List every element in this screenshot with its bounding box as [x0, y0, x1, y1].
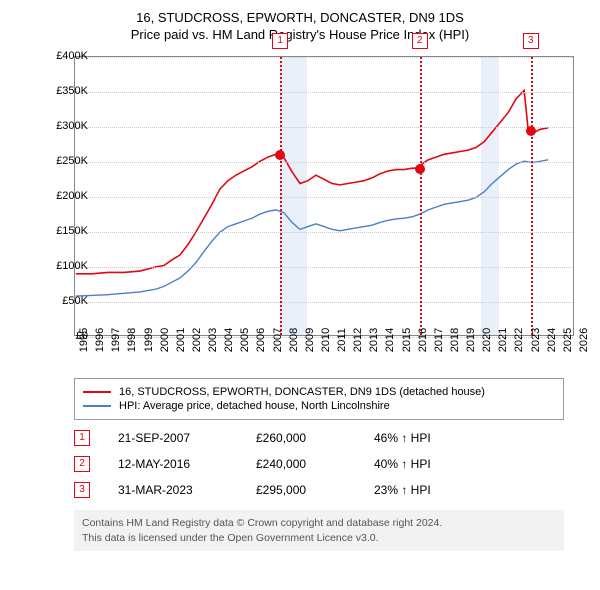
plot-inner: 123 [74, 56, 574, 336]
transaction-date: 21-SEP-2007 [118, 431, 228, 445]
x-axis-label: 2012 [352, 328, 364, 352]
plot-area: 123 £0£50K£100K£150K£200K£250K£300K£350K… [32, 50, 592, 370]
x-axis-label: 2011 [336, 328, 348, 352]
transaction-marker-box: 2 [412, 33, 428, 49]
x-axis-label: 2024 [546, 328, 558, 352]
y-axis-label: £350K [56, 85, 88, 97]
x-axis-label: 2019 [465, 328, 477, 352]
legend: 16, STUDCROSS, EPWORTH, DONCASTER, DN9 1… [74, 378, 564, 420]
transaction-delta: 23% ↑ HPI [374, 483, 431, 497]
transaction-marker-dot [526, 126, 536, 136]
x-axis-label: 2005 [239, 328, 251, 352]
x-axis-label: 2023 [530, 328, 542, 352]
transaction-price: £295,000 [256, 483, 346, 497]
chart-container: 16, STUDCROSS, EPWORTH, DONCASTER, DN9 1… [8, 10, 592, 551]
x-axis-label: 2018 [449, 328, 461, 352]
legend-item: 16, STUDCROSS, EPWORTH, DONCASTER, DN9 1… [83, 386, 555, 398]
y-axis-label: £400K [56, 50, 88, 62]
x-axis-label: 2002 [191, 328, 203, 352]
transaction-number-box: 1 [74, 430, 90, 446]
legend-swatch [83, 405, 111, 407]
y-axis-label: £100K [56, 260, 88, 272]
transaction-marker-box: 1 [272, 33, 288, 49]
transaction-price: £240,000 [256, 457, 346, 471]
x-axis-label: 1997 [110, 328, 122, 352]
x-axis-label: 2013 [368, 328, 380, 352]
x-axis-label: 2008 [288, 328, 300, 352]
y-axis-label: £250K [56, 155, 88, 167]
transaction-number-box: 2 [74, 456, 90, 472]
y-axis-label: £200K [56, 190, 88, 202]
legend-label: 16, STUDCROSS, EPWORTH, DONCASTER, DN9 1… [119, 386, 485, 398]
x-axis-label: 2000 [159, 328, 171, 352]
x-axis-label: 2006 [255, 328, 267, 352]
transaction-row: 2 12-MAY-2016 £240,000 40% ↑ HPI [74, 456, 564, 472]
footer-line: Contains HM Land Registry data © Crown c… [82, 516, 556, 531]
x-axis-label: 2001 [175, 328, 187, 352]
transaction-date: 12-MAY-2016 [118, 457, 228, 471]
transaction-row: 1 21-SEP-2007 £260,000 46% ↑ HPI [74, 430, 564, 446]
transaction-delta: 46% ↑ HPI [374, 431, 431, 445]
legend-label: HPI: Average price, detached house, Nort… [119, 400, 390, 412]
x-axis-label: 1999 [143, 328, 155, 352]
y-axis-label: £300K [56, 120, 88, 132]
transaction-marker-dot [415, 164, 425, 174]
x-axis-label: 2017 [433, 328, 445, 352]
x-axis-label: 2021 [497, 328, 509, 352]
x-axis-label: 2020 [481, 328, 493, 352]
x-axis-label: 2004 [223, 328, 235, 352]
chart-title-subtitle: Price paid vs. HM Land Registry's House … [8, 27, 592, 42]
x-axis-label: 2010 [320, 328, 332, 352]
x-axis-label: 1998 [126, 328, 138, 352]
chart-titles: 16, STUDCROSS, EPWORTH, DONCASTER, DN9 1… [8, 10, 592, 42]
transaction-marker-dot [275, 150, 285, 160]
x-axis-label: 1996 [94, 328, 106, 352]
series-line-price_paid [76, 90, 548, 273]
transaction-marker-box: 3 [523, 33, 539, 49]
transactions-table: 1 21-SEP-2007 £260,000 46% ↑ HPI 2 12-MA… [74, 430, 564, 498]
x-axis-label: 2003 [207, 328, 219, 352]
footer-line: This data is licensed under the Open Gov… [82, 531, 556, 546]
transaction-delta: 40% ↑ HPI [374, 457, 431, 471]
transaction-marker-line [420, 57, 422, 335]
y-axis-label: £50K [62, 295, 88, 307]
x-axis-label: 2015 [401, 328, 413, 352]
chart-title-address: 16, STUDCROSS, EPWORTH, DONCASTER, DN9 1… [8, 10, 592, 25]
x-axis-label: 2026 [578, 328, 590, 352]
series-line-hpi [76, 160, 548, 296]
x-axis-label: 2009 [304, 328, 316, 352]
transaction-number-box: 3 [74, 482, 90, 498]
x-axis-label: 2007 [272, 328, 284, 352]
x-axis-label: 1995 [78, 328, 90, 352]
footer-attribution: Contains HM Land Registry data © Crown c… [74, 510, 564, 551]
transaction-row: 3 31-MAR-2023 £295,000 23% ↑ HPI [74, 482, 564, 498]
y-axis-label: £150K [56, 225, 88, 237]
x-axis-label: 2025 [562, 328, 574, 352]
transaction-date: 31-MAR-2023 [118, 483, 228, 497]
x-axis-label: 2022 [513, 328, 525, 352]
x-axis-label: 2016 [417, 328, 429, 352]
transaction-marker-line [280, 57, 282, 335]
legend-item: HPI: Average price, detached house, Nort… [83, 400, 555, 412]
legend-swatch [83, 391, 111, 393]
transaction-marker-line [531, 57, 533, 335]
transaction-price: £260,000 [256, 431, 346, 445]
x-axis-label: 2014 [384, 328, 396, 352]
series-svg [75, 57, 573, 335]
